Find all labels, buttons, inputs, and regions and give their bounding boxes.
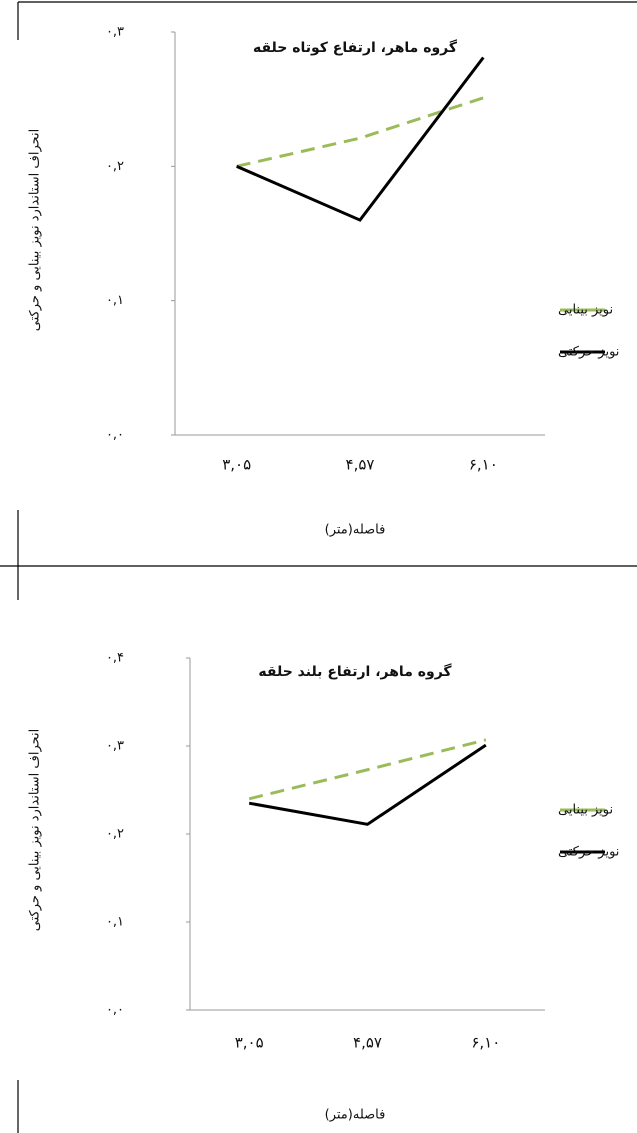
x-tick-label: ۶,۱۰ [469,456,498,474]
chart-title: گروه ماهر، ارتفاع کوتاه حلقه [253,39,458,56]
legend-label: نویز حرکتی [558,845,619,860]
series-line [249,745,486,824]
x-axis-label: فاصله(متر) [325,1108,386,1123]
page: ۰,۰ ۰,۱ ۰,۲ ۰,۳ ۳,۰۵ ۴,۵۷ ۶,۱۰ گروه ماهر، ارتفا… [0,0,637,1133]
series-line [237,58,484,221]
legend-label: نویز حرکتی [558,345,619,360]
legend-label: نویز بینایی [558,803,613,818]
y-tick-label: ۰,۲ [106,827,124,842]
y-tick-label: ۰,۳ [106,739,124,754]
y-tick-label: ۰,۲ [106,159,124,174]
y-tick-label: ۰,۱ [106,293,124,308]
x-tick-label: ۴,۵۷ [353,1034,382,1052]
y-axis-label: انحراف استاندارد نویز بینایی و حرکتی [28,729,43,932]
y-tick-label: ۰,۰ [106,1003,124,1018]
x-tick-label: ۶,۱۰ [471,1034,500,1052]
y-tick-label: ۰,۰ [106,428,124,443]
y-tick-label: ۰,۴ [106,651,124,666]
y-axis-label: انحراف استاندارد نویز بینایی و حرکتی [28,129,43,332]
x-axis-label: فاصله(متر) [325,523,386,538]
legend-label: نویز بینایی [558,303,613,318]
y-tick-label: ۰,۱ [106,915,124,930]
x-tick-label: ۳,۰۵ [222,456,251,474]
chart-title: گروه ماهر، ارتفاع بلند حلقه [258,663,452,680]
x-tick-label: ۳,۰۵ [235,1034,264,1052]
y-tick-label: ۰,۳ [106,25,124,40]
x-tick-label: ۴,۵۷ [346,456,375,474]
